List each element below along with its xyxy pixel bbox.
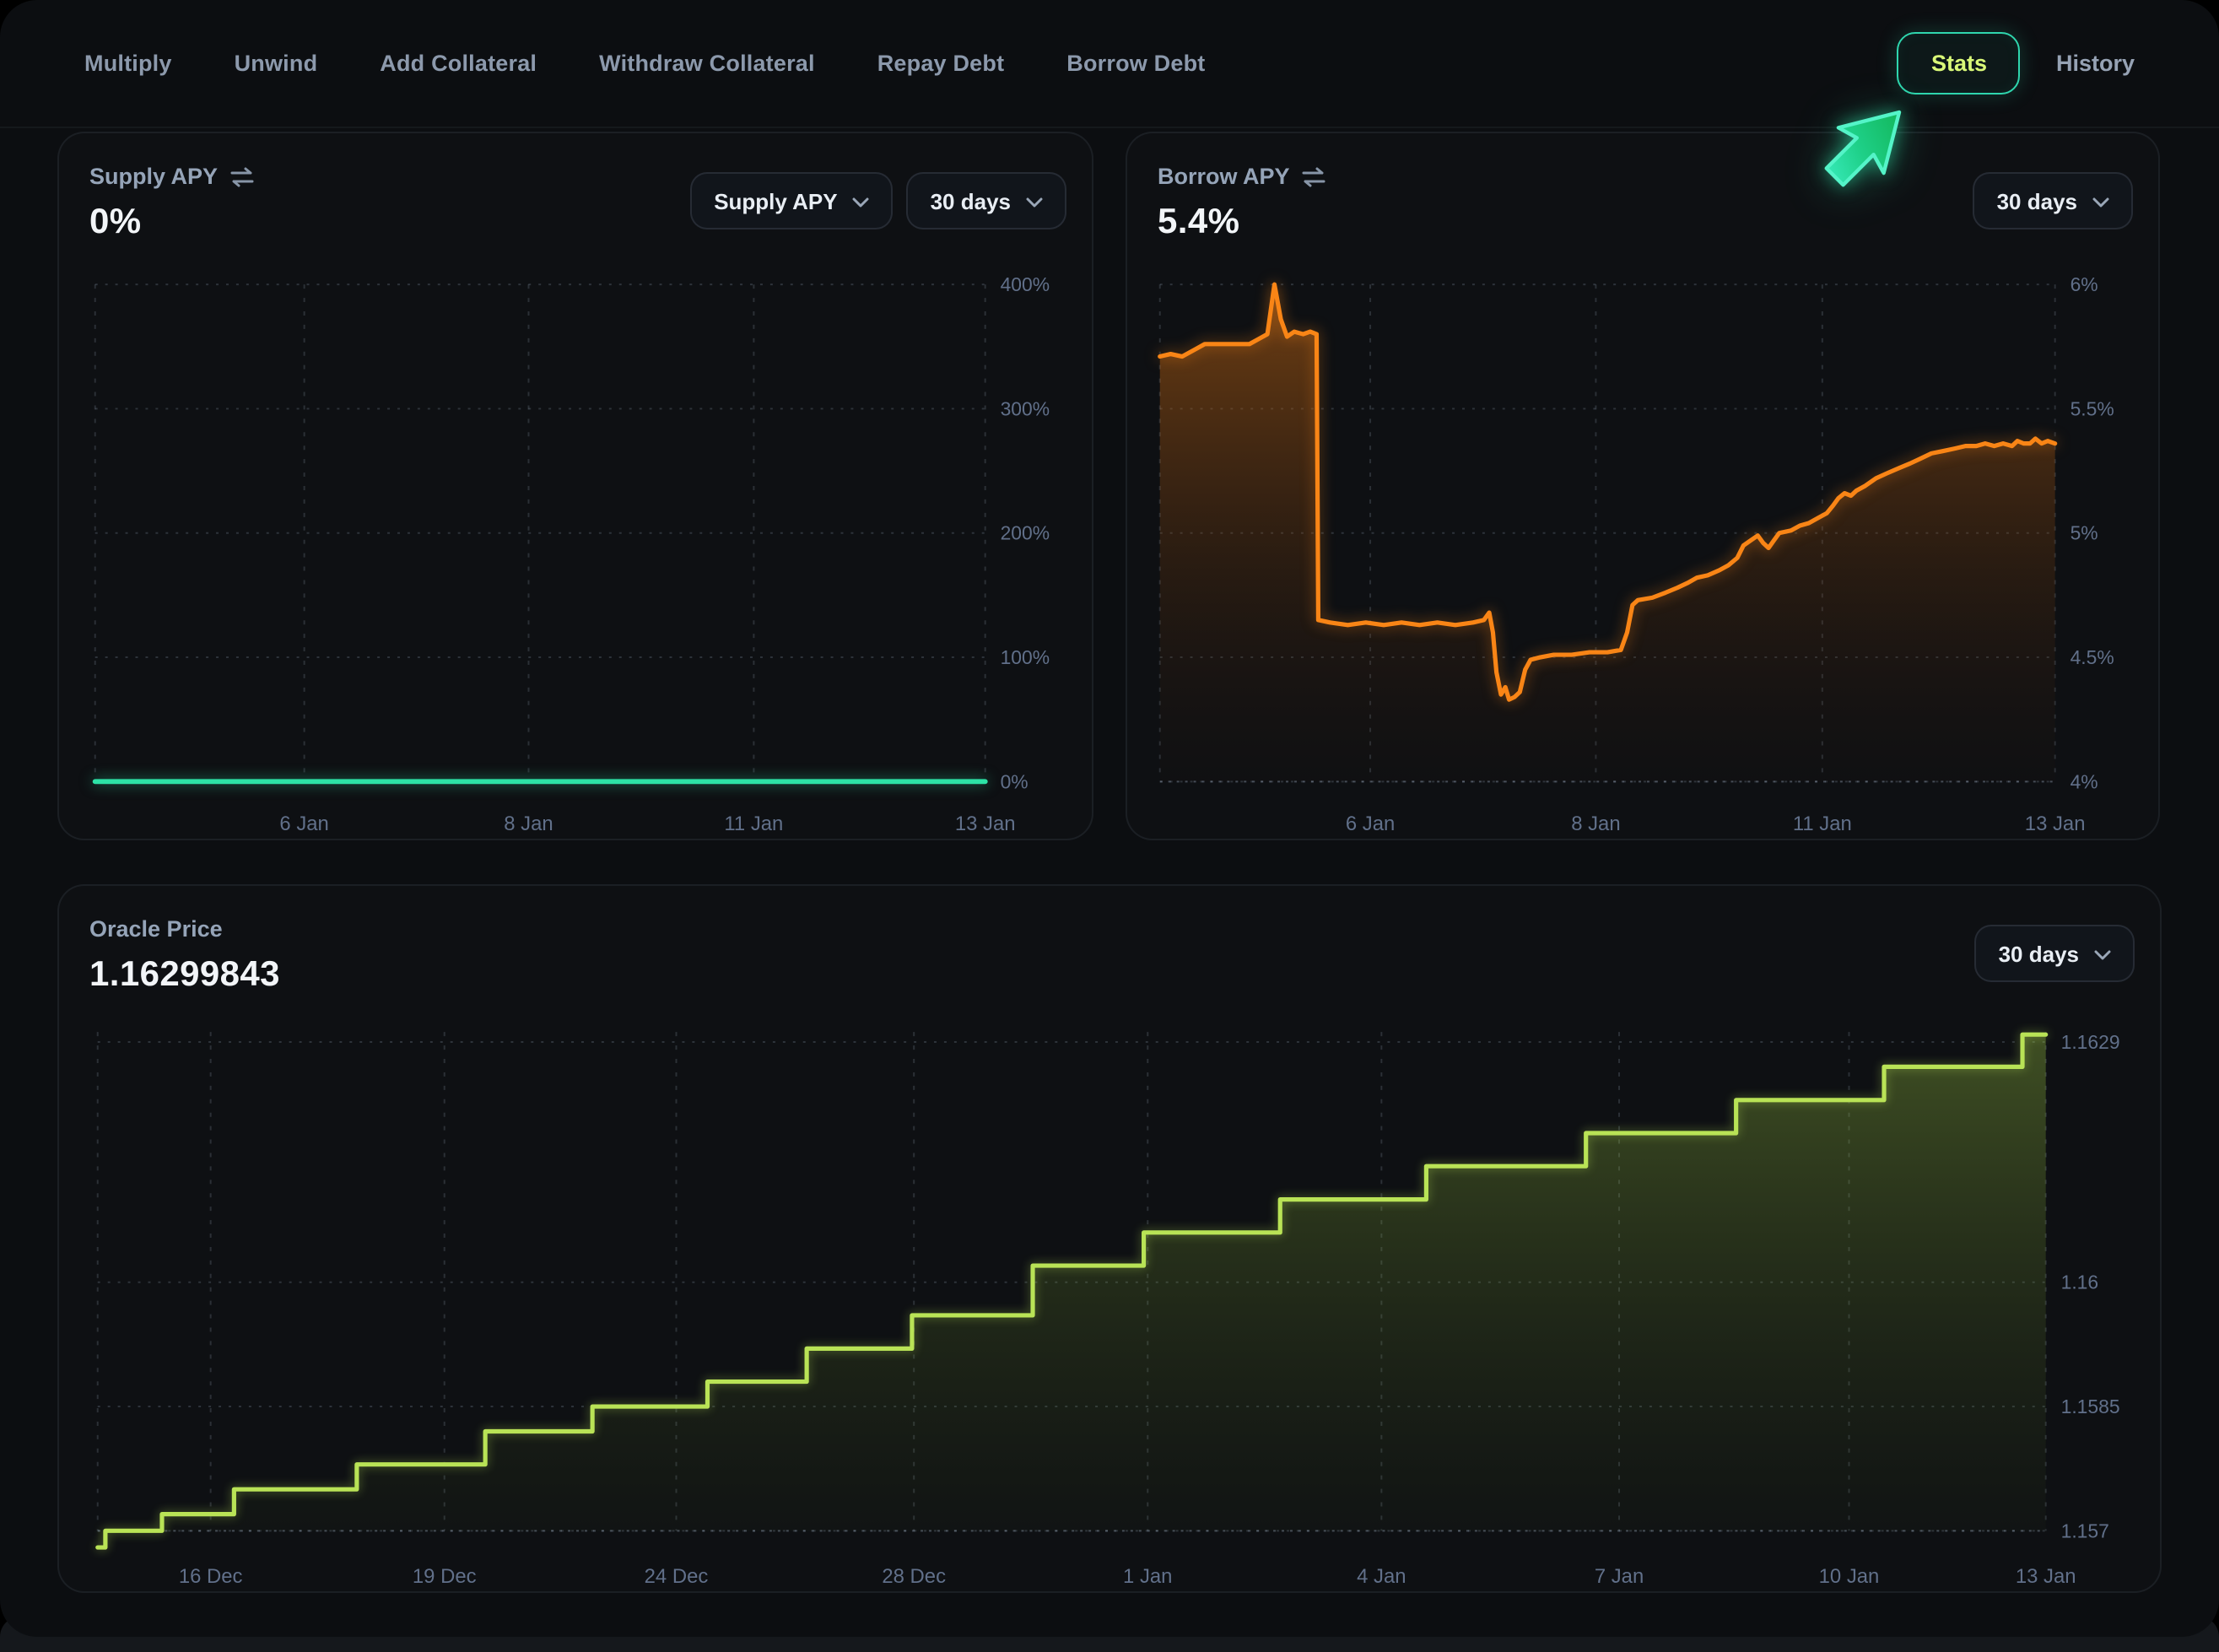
svg-text:24 Dec: 24 Dec <box>645 1565 709 1588</box>
svg-text:6 Jan: 6 Jan <box>1346 813 1395 835</box>
svg-text:0%: 0% <box>1001 770 1029 792</box>
supply-apy-title-text: Supply APY <box>89 164 218 189</box>
svg-text:1.1585: 1.1585 <box>2061 1396 2120 1417</box>
borrow-apy-title: Borrow APY <box>1158 164 1327 189</box>
svg-text:1 Jan: 1 Jan <box>1123 1565 1172 1588</box>
svg-text:16 Dec: 16 Dec <box>179 1565 243 1588</box>
svg-text:1.1629: 1.1629 <box>2061 1031 2120 1053</box>
svg-text:1.16: 1.16 <box>2061 1271 2099 1293</box>
chevron-down-icon <box>2094 949 2111 959</box>
oracle-price-value: 1.16299843 <box>89 955 280 996</box>
supply-apy-title: Supply APY <box>89 164 255 189</box>
borrow-card-controls: 30 days <box>1973 172 2133 229</box>
svg-text:13 Jan: 13 Jan <box>2025 813 2086 835</box>
svg-text:8 Jan: 8 Jan <box>504 813 553 835</box>
metric-dropdown[interactable]: Supply APY <box>690 172 893 229</box>
borrow-range-dropdown[interactable]: 30 days <box>1973 172 2133 229</box>
svg-text:1.157: 1.157 <box>2061 1520 2109 1541</box>
borrow-apy-chart: 4% 4.5% 5% 5.5% 6% 6 Jan 8 Jan 11 Jan 13 Jan <box>1127 133 2158 839</box>
chevron-down-icon <box>853 197 870 207</box>
supply-range-dropdown-label: 30 days <box>931 188 1011 213</box>
history-tab[interactable]: History <box>2056 51 2135 76</box>
svg-text:10 Jan: 10 Jan <box>1819 1565 1880 1588</box>
app-window: Multiply Unwind Add Collateral Withdraw … <box>0 0 2219 1637</box>
borrow-range-dropdown-label: 30 days <box>1997 188 2077 213</box>
nav-item-multiply[interactable]: Multiply <box>84 51 172 76</box>
svg-text:6%: 6% <box>2071 273 2098 295</box>
svg-text:28 Dec: 28 Dec <box>882 1565 946 1588</box>
nav-item-repay-debt[interactable]: Repay Debt <box>877 51 1005 76</box>
svg-text:19 Dec: 19 Dec <box>413 1565 477 1588</box>
oracle-price-title: Oracle Price <box>89 916 223 942</box>
svg-text:13 Jan: 13 Jan <box>2016 1565 2076 1588</box>
svg-text:5.5%: 5.5% <box>2071 397 2114 419</box>
borrow-apy-value: 5.4% <box>1158 202 1239 243</box>
swap-icon[interactable] <box>1302 166 1327 186</box>
svg-text:4.5%: 4.5% <box>2071 646 2114 668</box>
oracle-price-chart: 1.157 1.1585 1.16 1.1629 16 Dec 19 Dec 24 Dec 2… <box>59 886 2160 1591</box>
oracle-range-dropdown-label: 30 days <box>1999 941 2079 966</box>
borrow-apy-card: Borrow APY 5.4% 30 days 4% 4.5% 5% 5.5% 6% 6 … <box>1126 132 2160 840</box>
svg-text:7 Jan: 7 Jan <box>1595 1565 1644 1588</box>
oracle-price-card: Oracle Price 1.16299843 30 days 1.1571.1… <box>57 884 2162 1593</box>
nav-item-withdraw-collateral[interactable]: Withdraw Collateral <box>599 51 815 76</box>
svg-text:8 Jan: 8 Jan <box>1571 813 1620 835</box>
chevron-down-icon <box>1026 197 1043 207</box>
svg-text:400%: 400% <box>1001 273 1050 295</box>
supply-apy-value: 0% <box>89 202 142 243</box>
oracle-price-title-text: Oracle Price <box>89 916 223 942</box>
svg-text:200%: 200% <box>1001 522 1050 544</box>
nav-item-unwind[interactable]: Unwind <box>235 51 318 76</box>
nav-tabs: Multiply Unwind Add Collateral Withdraw … <box>84 51 1206 76</box>
nav-item-add-collateral[interactable]: Add Collateral <box>380 51 537 76</box>
supply-card-controls: Supply APY 30 days <box>690 172 1066 229</box>
svg-text:4 Jan: 4 Jan <box>1357 1565 1406 1588</box>
svg-text:100%: 100% <box>1001 646 1050 668</box>
oracle-card-controls: 30 days <box>1975 925 2135 982</box>
svg-text:11 Jan: 11 Jan <box>1793 813 1852 835</box>
nav-item-borrow-debt[interactable]: Borrow Debt <box>1066 51 1205 76</box>
metric-dropdown-label: Supply APY <box>714 188 837 213</box>
supply-apy-card: Supply APY 0% Supply APY 30 days <box>57 132 1093 840</box>
chevron-down-icon <box>2092 197 2109 207</box>
svg-text:11 Jan: 11 Jan <box>724 813 783 835</box>
borrow-apy-title-text: Borrow APY <box>1158 164 1290 189</box>
supply-apy-chart: 0% 100% 200% 300% 400% 6 Jan 8 Jan 11 Jan 13 Jan <box>59 133 1092 839</box>
swap-icon[interactable] <box>229 166 255 186</box>
svg-text:4%: 4% <box>2071 770 2098 792</box>
stats-tab[interactable]: Stats <box>1898 32 2021 94</box>
supply-range-dropdown[interactable]: 30 days <box>907 172 1066 229</box>
svg-text:5%: 5% <box>2071 522 2098 544</box>
nav-right-group: Stats History <box>1898 32 2135 94</box>
cursor-arrow-icon <box>1811 93 1919 201</box>
oracle-range-dropdown[interactable]: 30 days <box>1975 925 2135 982</box>
svg-text:300%: 300% <box>1001 397 1050 419</box>
svg-text:13 Jan: 13 Jan <box>955 813 1016 835</box>
svg-text:6 Jan: 6 Jan <box>279 813 328 835</box>
